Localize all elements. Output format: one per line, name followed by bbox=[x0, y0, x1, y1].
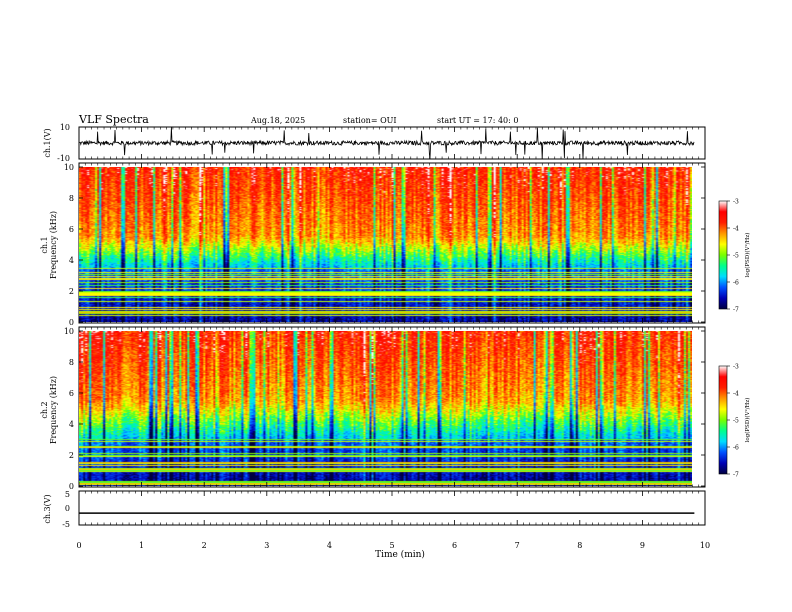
ch2-spec-ytick-0: 0 bbox=[69, 482, 74, 491]
date-label: Aug.18, 2025 bbox=[251, 116, 306, 125]
ch2-colorbar-tick-label--6: -6 bbox=[733, 445, 739, 452]
ch2-spec-ylabel-freq: Frequency (kHz) bbox=[49, 376, 58, 444]
xtick-label-4: 4 bbox=[327, 541, 332, 550]
ch1-waveform-ylabel: ch.1(V) bbox=[43, 128, 52, 157]
ch1-spec-ytick-4: 4 bbox=[69, 256, 74, 265]
ch3-ytick-top: 5 bbox=[65, 490, 70, 499]
figure-title: VLF Spectra bbox=[79, 113, 149, 126]
ch1-spectrogram-panel: 0 2 4 6 8 10 ch.1 Frequency (kHz) bbox=[40, 162, 706, 327]
ch2-colorbar: -3 -4 -5 -6 -7 log(PSD)(V²/Hz) bbox=[718, 364, 751, 479]
ch1-colorbar-gradient bbox=[718, 200, 728, 310]
ch2-spec-ytick-6: 6 bbox=[69, 389, 74, 398]
ch3-ytick-mid: 0 bbox=[65, 504, 70, 513]
ch2-colorbar-gradient bbox=[718, 365, 728, 475]
xtick-label-9: 9 bbox=[640, 541, 645, 550]
ch2-spec-ylabel-channel: ch.2 bbox=[40, 401, 49, 418]
ch1-colorbar-tick-label--6: -6 bbox=[733, 280, 739, 287]
xtick-label-6: 6 bbox=[452, 541, 457, 550]
ch3-ytick-bottom: -5 bbox=[62, 520, 70, 529]
ch2-colorbar-tick-label--3: -3 bbox=[733, 364, 739, 371]
xtick-label-10: 10 bbox=[700, 541, 710, 550]
ch1-spec-ytick-6: 6 bbox=[69, 225, 74, 234]
xtick-label-1: 1 bbox=[139, 541, 144, 550]
ch1-ytick-top: 10 bbox=[60, 123, 70, 132]
start-time-label: start UT = 17: 40: 0 bbox=[437, 116, 519, 125]
ch1-colorbar-tick-label--4: -4 bbox=[733, 226, 739, 233]
xtick-label-5: 5 bbox=[389, 541, 394, 550]
ch1-spec-ytick-2: 2 bbox=[69, 287, 74, 296]
ch1-spec-ytick-10: 10 bbox=[64, 163, 74, 172]
ch2-spec-ytick-2: 2 bbox=[69, 451, 74, 460]
ch1-colorbar-label: log(PSD)(V²/Hz) bbox=[744, 233, 751, 278]
ch1-spec-ylabel-channel: ch.1 bbox=[40, 236, 49, 253]
ch2-colorbar-tick-label--4: -4 bbox=[733, 391, 739, 398]
ch2-spec-ytick-10: 10 bbox=[64, 327, 74, 336]
xtick-label-7: 7 bbox=[515, 541, 520, 550]
xtick-label-0: 0 bbox=[76, 541, 81, 550]
ch1-colorbar-tick-label--5: -5 bbox=[733, 253, 739, 260]
ch2-spectrogram-image bbox=[79, 331, 692, 486]
ch3-waveform-panel: 5 0 -5 ch.3(V) bbox=[43, 490, 706, 529]
ch2-colorbar-tick-label--5: -5 bbox=[733, 418, 739, 425]
xtick-label-2: 2 bbox=[202, 541, 207, 550]
ch2-colorbar-tick-label--7: -7 bbox=[733, 472, 739, 479]
ch2-spectrogram-panel: 0 2 4 6 8 10 ch.2 Frequency (kHz) bbox=[40, 326, 706, 491]
ch1-ytick-bottom: -10 bbox=[57, 154, 70, 163]
station-label: station= OUI bbox=[343, 116, 397, 125]
ch1-waveform-line bbox=[79, 127, 695, 159]
ch1-colorbar-tick-label--3: -3 bbox=[733, 199, 739, 206]
ch1-spec-ytick-0: 0 bbox=[69, 318, 74, 327]
ch1-spectrogram-image bbox=[79, 167, 692, 322]
xtick-label-3: 3 bbox=[264, 541, 269, 550]
xtick-label-8: 8 bbox=[577, 541, 582, 550]
ch1-spec-ytick-8: 8 bbox=[69, 194, 74, 203]
time-axis-label: Time (min) bbox=[375, 549, 425, 560]
ch2-spec-ytick-8: 8 bbox=[69, 358, 74, 367]
ch1-waveform-panel: 10 -10 ch.1(V) bbox=[43, 123, 706, 163]
ch1-colorbar: -3 -4 -5 -6 -7 log(PSD)(V²/Hz) bbox=[718, 199, 751, 314]
ch1-spec-ylabel-freq: Frequency (kHz) bbox=[49, 211, 58, 279]
ch2-colorbar-label: log(PSD)(V²/Hz) bbox=[744, 398, 751, 443]
time-axis: 0 1 2 3 4 5 6 7 8 9 10 bbox=[76, 127, 710, 550]
ch1-colorbar-tick-label--7: -7 bbox=[733, 307, 739, 314]
ch3-waveform-ylabel: ch.3(V) bbox=[43, 494, 52, 523]
ch2-spec-ytick-4: 4 bbox=[69, 420, 74, 429]
